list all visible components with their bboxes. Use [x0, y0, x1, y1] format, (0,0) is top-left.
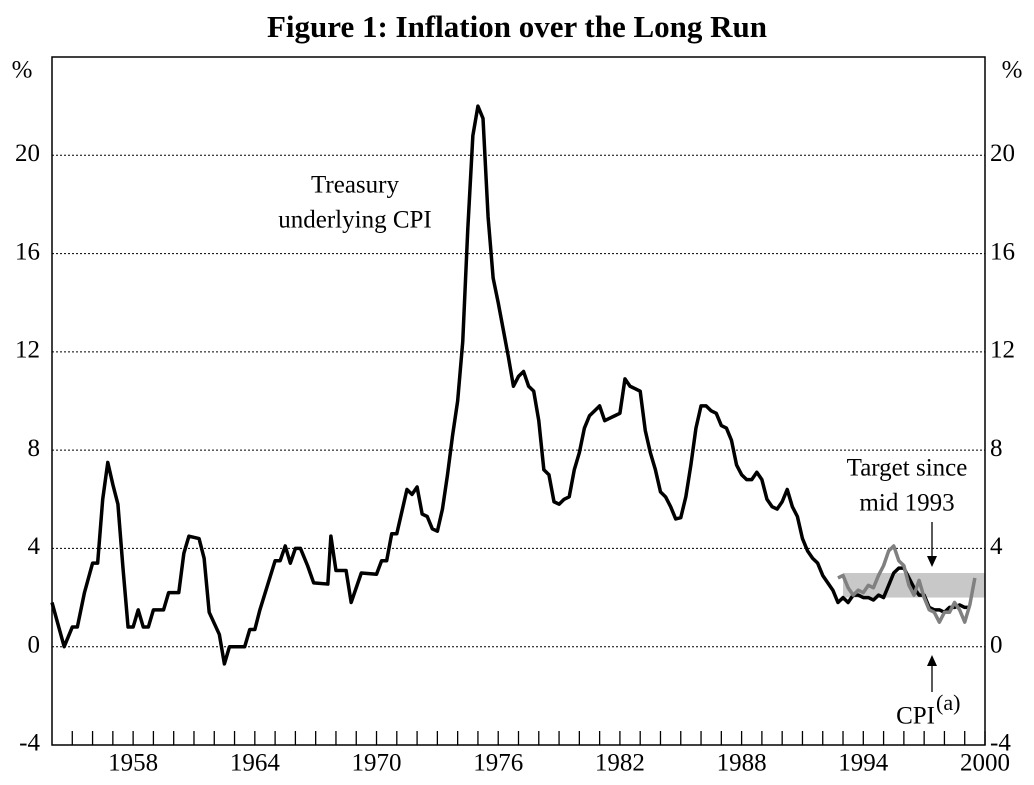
- plot-frame: [51, 56, 986, 746]
- y2-tick-label: 12: [990, 337, 1015, 364]
- y2-tick-label: 20: [990, 140, 1015, 167]
- x-tick-label: 1988: [717, 750, 767, 777]
- annotation: Treasury: [311, 172, 399, 199]
- x-tick-label: 1976: [473, 750, 523, 777]
- x-tick-label: 1982: [595, 750, 645, 777]
- y2-tick-label: 4: [990, 533, 1003, 560]
- series-line: [50, 104, 970, 666]
- x-tick-label: 2000: [960, 750, 1010, 777]
- annotation: CPI: [896, 703, 935, 730]
- y2-tick-label: 8: [990, 435, 1003, 462]
- y2-axis-unit: %: [1002, 57, 1023, 84]
- y-tick-label: 0: [28, 631, 41, 658]
- y-axis-unit: %: [12, 57, 33, 84]
- annotation-superscript: (a): [936, 690, 960, 715]
- y2-tick-label: 0: [990, 631, 1003, 658]
- y-tick-label: 16: [15, 238, 40, 265]
- arrow-head: [927, 655, 937, 666]
- series-line: [837, 544, 977, 624]
- y2-tick-label: 16: [990, 238, 1015, 265]
- plot-area: [50, 104, 985, 746]
- x-tick-label: 1964: [230, 750, 281, 777]
- x-tick-label: 1970: [352, 750, 402, 777]
- annotation: Target since: [847, 455, 968, 482]
- annotation: mid 1993: [859, 490, 954, 517]
- y-tick-label: 12: [15, 337, 40, 364]
- chart-title: Figure 1: Inflation over the Long Run: [267, 9, 767, 44]
- y2-tick-label: -4: [990, 730, 1011, 757]
- y-tick-label: 4: [28, 533, 41, 560]
- y-tick-label: -4: [19, 730, 40, 757]
- y-tick-label: 8: [28, 435, 41, 462]
- y-tick-label: 20: [15, 140, 40, 167]
- x-tick-label: 1994: [838, 750, 889, 777]
- x-tick-label: 1958: [108, 750, 158, 777]
- annotation: underlying CPI: [278, 207, 431, 234]
- arrow-head: [927, 556, 937, 567]
